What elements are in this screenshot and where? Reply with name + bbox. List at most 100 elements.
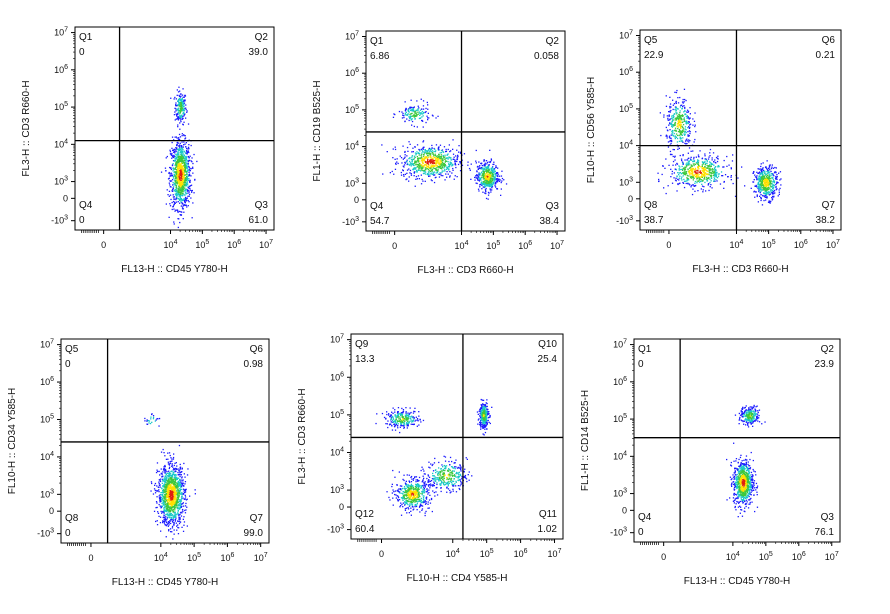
- event-point: [156, 502, 158, 504]
- event-point: [399, 155, 401, 157]
- event-point: [179, 184, 181, 186]
- event-point: [476, 182, 478, 185]
- event-point: [678, 115, 681, 117]
- event-point: [184, 199, 186, 201]
- event-point: [691, 173, 693, 175]
- event-point: [155, 419, 157, 421]
- event-point: [686, 175, 689, 177]
- event-point: [753, 171, 755, 173]
- event-point: [177, 149, 179, 151]
- event-point: [675, 177, 677, 179]
- event-point: [178, 495, 180, 498]
- event-point: [775, 189, 777, 191]
- event-point: [185, 177, 187, 180]
- event-point: [442, 158, 444, 160]
- event-point: [425, 156, 427, 158]
- event-point: [715, 169, 717, 172]
- event-point: [670, 134, 672, 136]
- event-point: [762, 167, 764, 169]
- event-point: [423, 111, 425, 114]
- event-point: [474, 179, 476, 181]
- event-point: [678, 168, 680, 170]
- event-point: [175, 517, 177, 519]
- event-point: [177, 168, 179, 170]
- event-point: [667, 185, 669, 187]
- event-point: [691, 184, 693, 187]
- event-point: [672, 160, 675, 163]
- event-point: [172, 508, 175, 511]
- event-point: [692, 188, 694, 190]
- event-point: [426, 115, 428, 117]
- event-point: [712, 152, 715, 154]
- event-point: [171, 208, 173, 211]
- event-point: [490, 169, 492, 171]
- event-point: [767, 184, 769, 187]
- event-point: [716, 172, 718, 174]
- event-point: [773, 184, 775, 187]
- event-point: [684, 169, 686, 171]
- event-point: [158, 489, 160, 491]
- event-point: [732, 182, 734, 185]
- event-point: [191, 189, 193, 192]
- event-point: [417, 109, 419, 111]
- event-point: [681, 165, 683, 168]
- event-point: [692, 124, 694, 126]
- event-point: [179, 158, 181, 160]
- event-point: [172, 506, 174, 508]
- event-point: [668, 135, 671, 137]
- event-point: [179, 128, 181, 130]
- event-point: [760, 181, 763, 183]
- event-point: [452, 153, 455, 155]
- event-point: [437, 173, 440, 175]
- event-point: [671, 117, 673, 119]
- event-point: [416, 115, 418, 117]
- event-point: [496, 188, 498, 190]
- event-point: [177, 160, 179, 162]
- event-point: [710, 168, 712, 170]
- event-point: [480, 179, 482, 181]
- event-point: [191, 157, 193, 159]
- event-point: [184, 171, 186, 173]
- event-point: [160, 500, 162, 502]
- event-point: [701, 175, 703, 178]
- event-point: [175, 98, 177, 100]
- event-point: [495, 165, 497, 167]
- event-point: [441, 171, 443, 174]
- event-point: [688, 170, 691, 172]
- event-point: [435, 161, 437, 163]
- event-point: [677, 178, 679, 180]
- event-point: [175, 493, 178, 495]
- event-point: [684, 166, 686, 168]
- event-point: [683, 180, 686, 182]
- event-point: [697, 166, 699, 168]
- event-point: [763, 199, 765, 202]
- event-point: [162, 495, 164, 497]
- event-point: [155, 520, 157, 523]
- event-point: [409, 172, 411, 174]
- event-point: [408, 119, 410, 122]
- event-point: [421, 153, 423, 156]
- event-point: [184, 194, 186, 196]
- event-point: [689, 132, 691, 135]
- event-point: [478, 190, 480, 192]
- event-point: [185, 180, 187, 182]
- event-point: [179, 145, 181, 147]
- event-point: [181, 110, 183, 112]
- event-point: [744, 185, 746, 187]
- event-point: [181, 133, 183, 135]
- event-point: [168, 479, 170, 482]
- quadrant-percent: 38.7: [644, 215, 664, 226]
- event-point: [715, 172, 717, 174]
- event-point: [704, 173, 706, 176]
- event-point: [684, 120, 686, 122]
- event-point: [489, 185, 491, 187]
- event-point: [181, 491, 183, 494]
- event-point: [180, 150, 182, 152]
- event-point: [694, 167, 697, 169]
- event-point: [769, 191, 771, 193]
- event-point: [697, 159, 699, 161]
- event-point: [475, 149, 477, 152]
- event-point: [402, 114, 404, 116]
- event-point: [488, 161, 490, 163]
- event-point: [166, 155, 168, 158]
